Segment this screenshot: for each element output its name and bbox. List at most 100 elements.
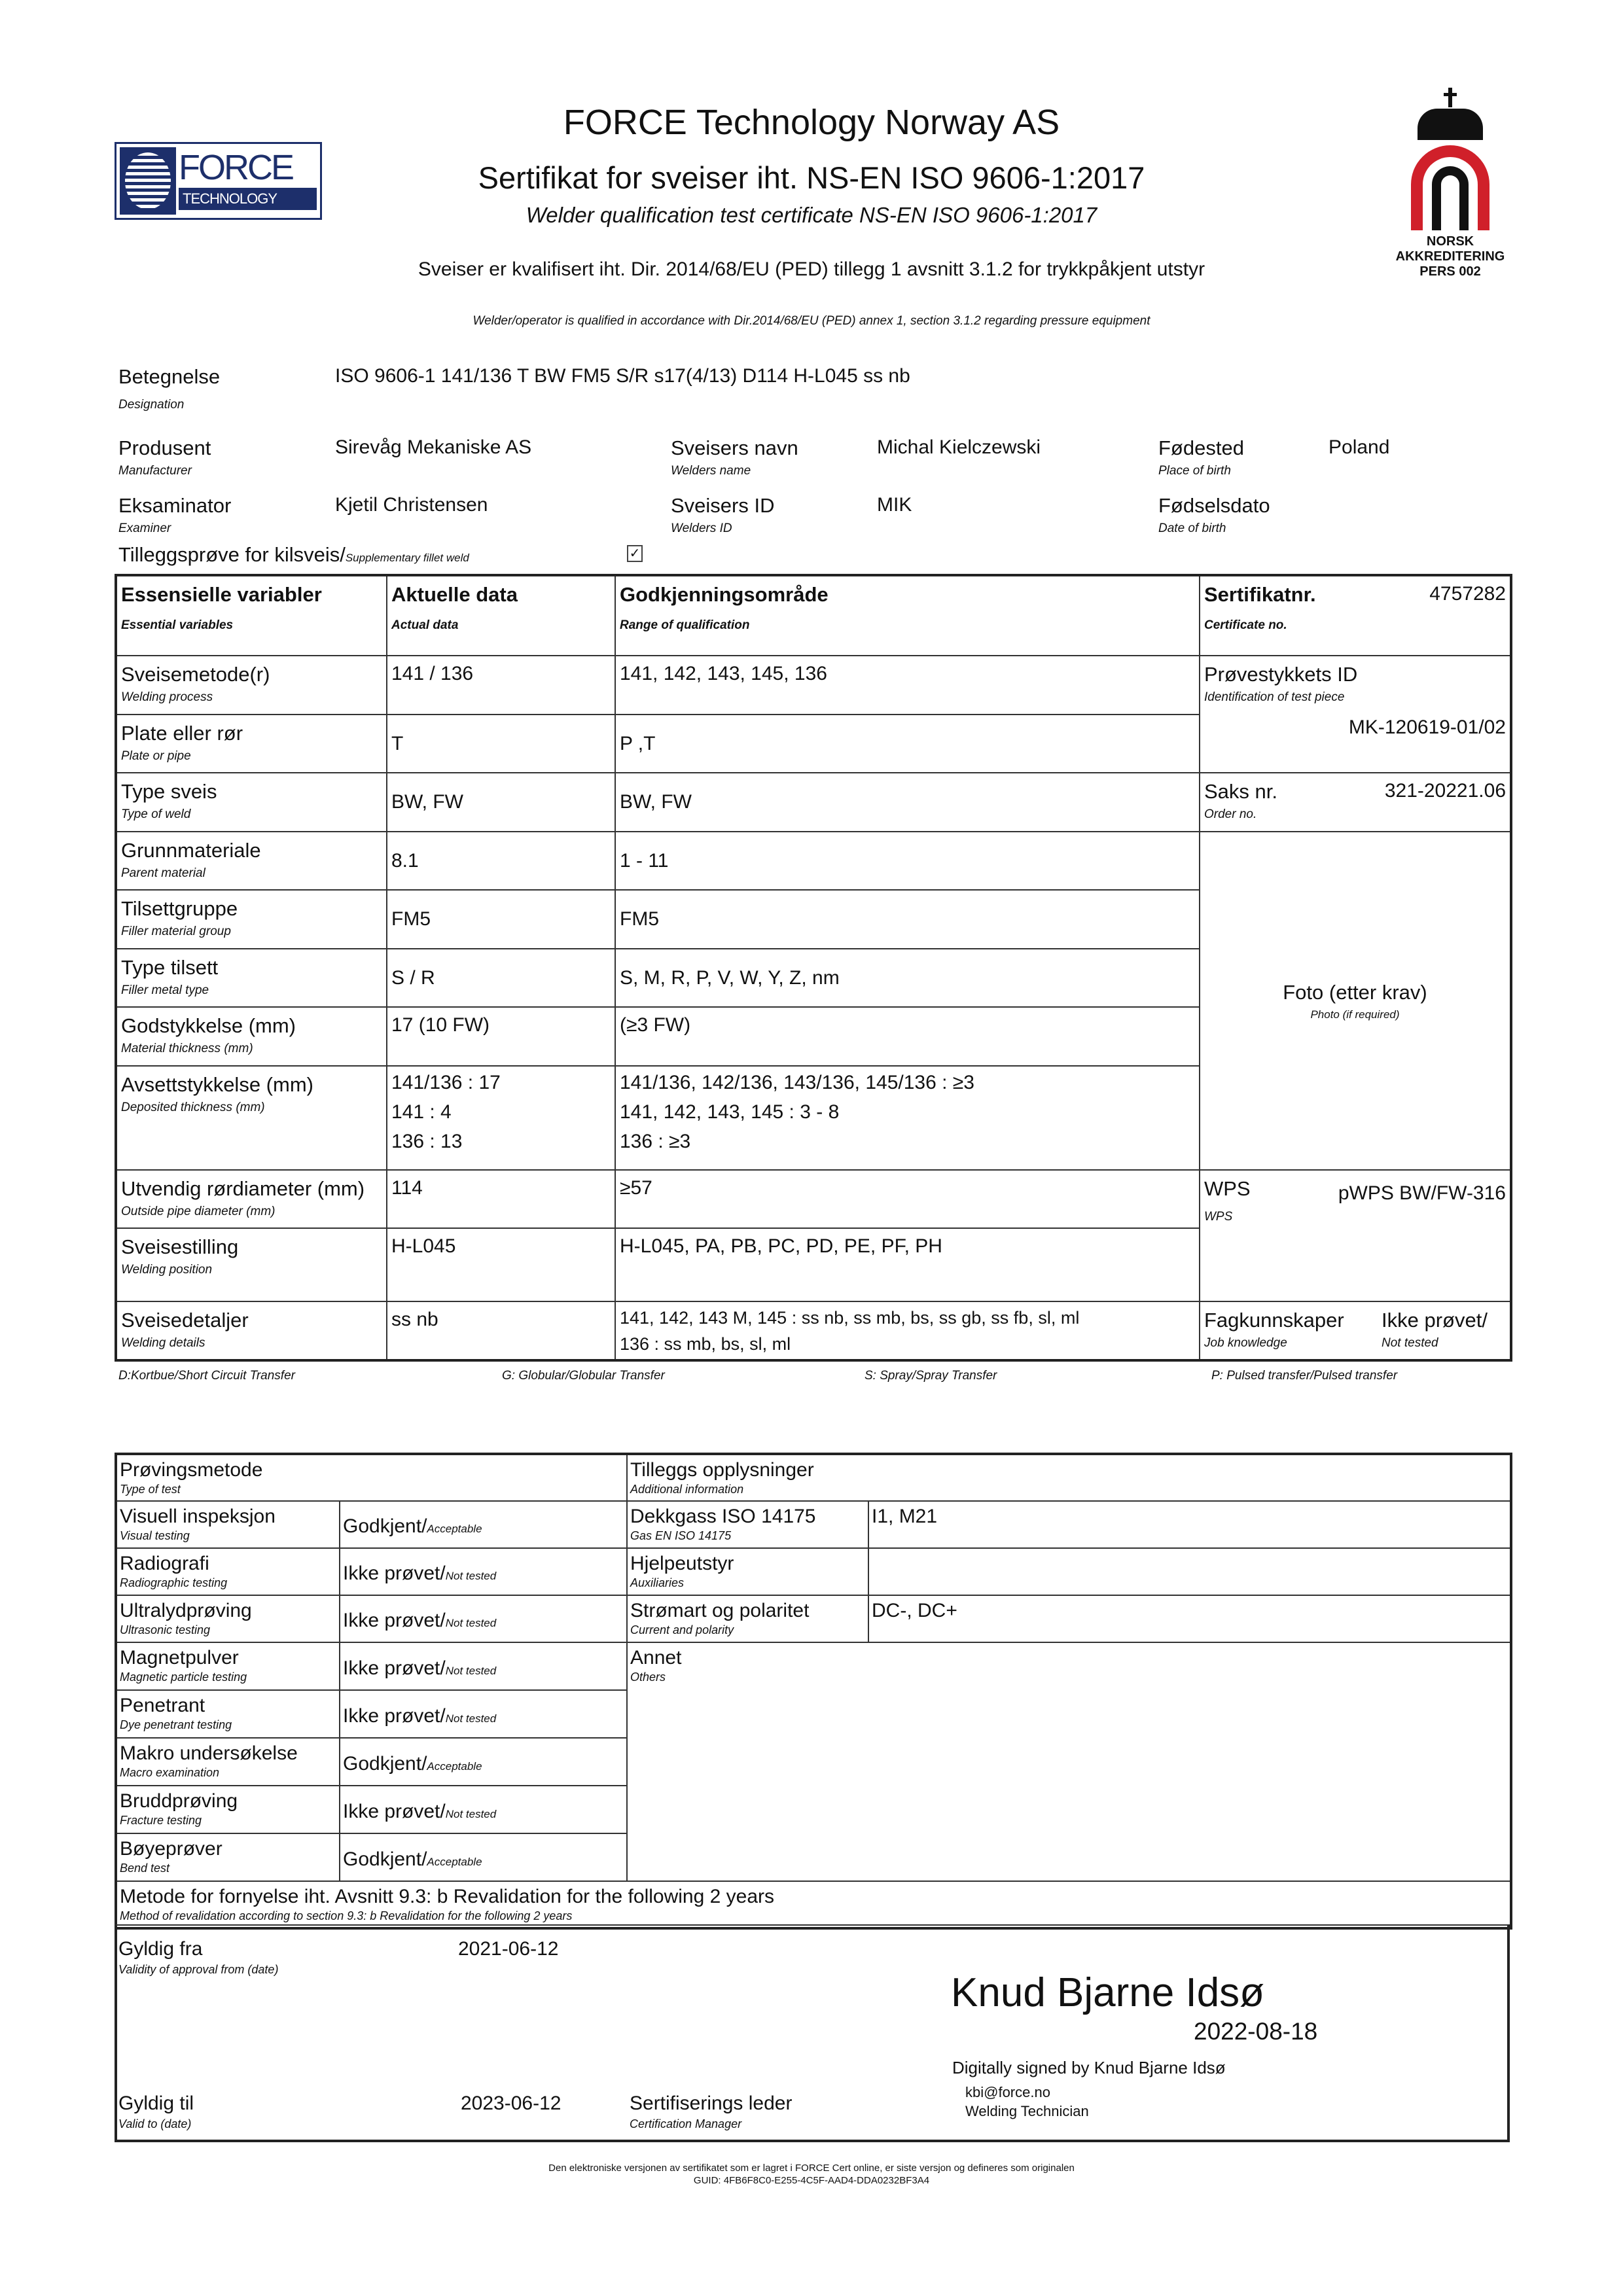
actual-value: 17 (10 FW) — [386, 1006, 616, 1067]
tests-table: Prøvingsmetode Type of test Tilleggs oppl… — [115, 1453, 1512, 1930]
globe-icon — [125, 152, 171, 209]
wps-cell: pWPS BW/FW-316 WPS WPS — [1199, 1169, 1512, 1302]
signer-role: Welding Technician — [965, 2103, 1089, 2119]
table-row: Visuell inspeksjon Visual testing Godkjen… — [115, 1500, 1512, 1549]
test-result: Ikke prøvet/Not tested — [339, 1689, 628, 1739]
valid-to-label: Gyldig til Valid to (date) — [118, 2093, 194, 2130]
table-row: Sveisedetaljer Welding details ss nb 141,… — [115, 1301, 1512, 1361]
certificate-title-en: Welder qualification test certificate NS… — [526, 203, 1097, 227]
actual-value: T — [386, 714, 616, 773]
actual-value: 141/136 : 17 141 : 4 136 : 13 — [386, 1065, 616, 1171]
actual-value: FM5 — [386, 889, 616, 949]
test-result: Godkjent/Acceptable — [339, 1737, 628, 1786]
certificate-title: Sertifikat for sveiser iht. NS-EN ISO 96… — [478, 160, 1145, 195]
test-result: Ikke prøvet/Not tested — [339, 1642, 628, 1691]
table-row: Sveisestilling Welding position H-L045 H-… — [115, 1227, 1511, 1302]
transfer-legend-d: D:Kortbue/Short Circuit Transfer — [118, 1369, 295, 1383]
valid-from-label: Gyldig fra Validity of approval from (dat… — [118, 1938, 279, 1976]
logo-akkreditering-text: AKKREDITERING — [1395, 249, 1505, 264]
range-value: P ,T — [615, 714, 1200, 773]
footer-note: Den elektroniske versjonen av sertifikat… — [548, 2163, 1075, 2174]
arch-icon — [1411, 145, 1489, 230]
table-row: Bruddprøving Fracture testing Ikke prøvet… — [115, 1785, 1511, 1834]
table-row: Radiografi Radiographic testing Ikke prøv… — [115, 1547, 1512, 1596]
footer-guid: GUID: 4FB6F8C0-E255-4C5F-AAD4-DDA0232BF3… — [693, 2175, 930, 2186]
validity-box — [115, 1924, 1510, 2142]
manufacturer-value: Sirevåg Mekaniske AS — [335, 436, 532, 458]
company-title: FORCE Technology Norway AS — [563, 103, 1060, 142]
header-essential-variables: Essensielle variabler Essential variables — [115, 574, 387, 656]
order-number-value: 321-20221.06 — [1384, 780, 1506, 802]
welder-name-value: Michal Kielczewski — [877, 436, 1041, 458]
wps-value: pWPS BW/FW-316 — [1338, 1182, 1506, 1204]
table-row: Plate eller rør Plate or pipe T P ,T — [115, 714, 1511, 773]
transfer-legend-s: S: Spray/Spray Transfer — [865, 1369, 997, 1383]
signer-email: kbi@force.no — [965, 2084, 1050, 2100]
range-value: H-L045, PA, PB, PC, PD, PE, PF, PH — [615, 1227, 1200, 1302]
table-row: Godstykkelse (mm) Material thickness (mm)… — [115, 1006, 1511, 1067]
table-row: Sveisemetode(r) Welding process 141 / 136… — [115, 655, 1512, 773]
table-row: Penetrant Dye penetrant testing Ikke prøv… — [115, 1689, 1511, 1739]
table-header-row: Essensielle variabler Essential variables… — [115, 574, 1512, 656]
range-value: BW, FW — [615, 772, 1200, 832]
table-row: Makro undersøkelse Macro examination Godk… — [115, 1737, 1511, 1786]
table-row: Magnetpulver Magnetic particle testing Ik… — [115, 1642, 1512, 1882]
valid-from-value: 2021-06-12 — [458, 1938, 559, 1960]
test-result: Godkjent/Acceptable — [339, 1833, 628, 1882]
test-result: Ikke prøvet/Not tested — [339, 1595, 628, 1643]
logo-technology-text: TECHNOLOGY — [179, 188, 317, 210]
revalidation-row: Metode for fornyelse iht. Avsnitt 9.3: b… — [115, 1881, 1512, 1929]
transfer-legend-g: G: Globular/Globular Transfer — [502, 1369, 665, 1383]
test-piece-value: MK-120619-01/02 — [1348, 716, 1506, 738]
force-technology-logo: FORCE TECHNOLOGY — [115, 142, 322, 220]
ped-statement: Sveiser er kvalifisert iht. Dir. 2014/68… — [418, 258, 1205, 280]
table-row: Bøyeprøver Bend test Godkjent/Acceptable — [115, 1833, 1511, 1882]
supplementary-fillet-label: Tilleggsprøve for kilsveis/Supplementary… — [118, 543, 469, 566]
table-row: Tilsettgruppe Filler material group FM5 F… — [115, 889, 1511, 949]
actual-value: 8.1 — [386, 831, 616, 891]
examiner-value: Kjetil Christensen — [335, 494, 488, 516]
order-number-cell: 321-20221.06 Saks nr. Order no. — [1199, 772, 1512, 832]
test-result: Ikke prøvet/Not tested — [339, 1785, 628, 1834]
range-value: 1 - 11 — [615, 831, 1200, 891]
range-value: ≥57 — [615, 1169, 1200, 1229]
certification-manager-label: Sertifiserings leder Certification Manage… — [630, 2093, 793, 2130]
certificate-number-cell: 4757282 Sertifikatnr. Certificate no. — [1199, 574, 1512, 656]
actual-value: S / R — [386, 948, 616, 1008]
actual-value: 141 / 136 — [386, 655, 616, 715]
essential-variables-table: Essensielle variabler Essential variables… — [115, 574, 1512, 1362]
designation-label: Betegnelse Designation — [118, 365, 221, 412]
table-row: Utvendig rørdiameter (mm) Outside pipe di… — [115, 1169, 1512, 1302]
range-value: 141, 142, 143 M, 145 : ss nb, ss mb, bs,… — [615, 1301, 1200, 1361]
welder-name-label: Sveisers navn Welders name — [671, 436, 798, 478]
range-value: 141, 142, 143, 145, 136 — [615, 655, 1200, 715]
test-piece-cell: Prøvestykkets ID Identification of test p… — [1199, 655, 1512, 773]
logo-force-text: FORCE — [179, 148, 294, 187]
crown-icon — [1418, 88, 1483, 140]
photo-cell: Foto (etter krav) Photo (if required) — [1199, 831, 1512, 1171]
header-range: Godkjenningsområde Range of qualification — [615, 574, 1200, 656]
examiner-label: Eksaminator Examiner — [118, 494, 232, 535]
signature-date: 2022-08-18 — [1194, 2018, 1318, 2045]
supplementary-fillet-checkbox[interactable]: ✓ — [627, 545, 643, 562]
table-row: Type sveis Type of weld BW, FW BW, FW 321… — [115, 772, 1512, 832]
test-result: Ikke prøvet/Not tested — [339, 1547, 628, 1596]
ped-statement-en: Welder/operator is qualified in accordan… — [473, 314, 1150, 328]
table-row: Type tilsett Filler metal type S / R S, M… — [115, 948, 1511, 1008]
table-row: Avsettstykkelse (mm) Deposited thickness … — [115, 1065, 1511, 1171]
test-result: Godkjent/Acceptable — [339, 1500, 628, 1549]
range-value: 141/136, 142/136, 143/136, 145/136 : ≥3 1… — [615, 1065, 1200, 1171]
actual-value: BW, FW — [386, 772, 616, 832]
digital-signature-text: Digitally signed by Knud Bjarne Idsø — [952, 2058, 1226, 2077]
table-row: Grunnmateriale Parent material 8.1 1 - 11… — [115, 831, 1512, 1171]
tests-header-row: Prøvingsmetode Type of test Tilleggs oppl… — [115, 1453, 1512, 1502]
logo-norsk-text: NORSK — [1426, 234, 1474, 249]
header-actual-data: Aktuelle data Actual data — [386, 574, 616, 656]
date-of-birth-label: Fødselsdato Date of birth — [1158, 494, 1270, 535]
signature-name: Knud Bjarne Idsø — [951, 1970, 1265, 2015]
shielding-gas-value: I1, M21 — [868, 1500, 1512, 1549]
manufacturer-label: Produsent Manufacturer — [118, 436, 211, 478]
current-polarity-value: DC-, DC+ — [868, 1595, 1512, 1643]
actual-value: H-L045 — [386, 1227, 616, 1302]
welder-id-value: MIK — [877, 494, 912, 516]
